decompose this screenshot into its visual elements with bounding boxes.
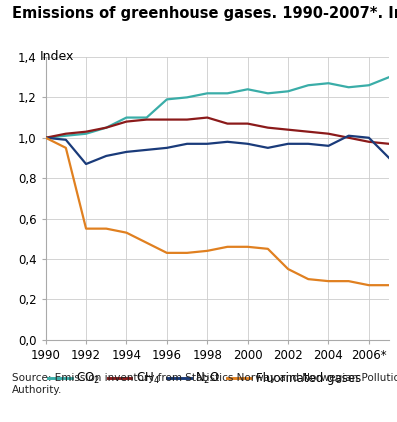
- Legend: CO$_2$, CH$_4$, N$_2$O, Fluorinated gases: CO$_2$, CH$_4$, N$_2$O, Fluorinated gase…: [48, 371, 361, 386]
- Text: Index: Index: [40, 50, 74, 63]
- Text: Emissions of greenhouse gases. 1990-2007*. Index 1990=1.0: Emissions of greenhouse gases. 1990-2007…: [12, 6, 397, 22]
- Text: Source: Emission inventory from Statistics Norway and Norwegian Pollution Contro: Source: Emission inventory from Statisti…: [12, 373, 397, 395]
